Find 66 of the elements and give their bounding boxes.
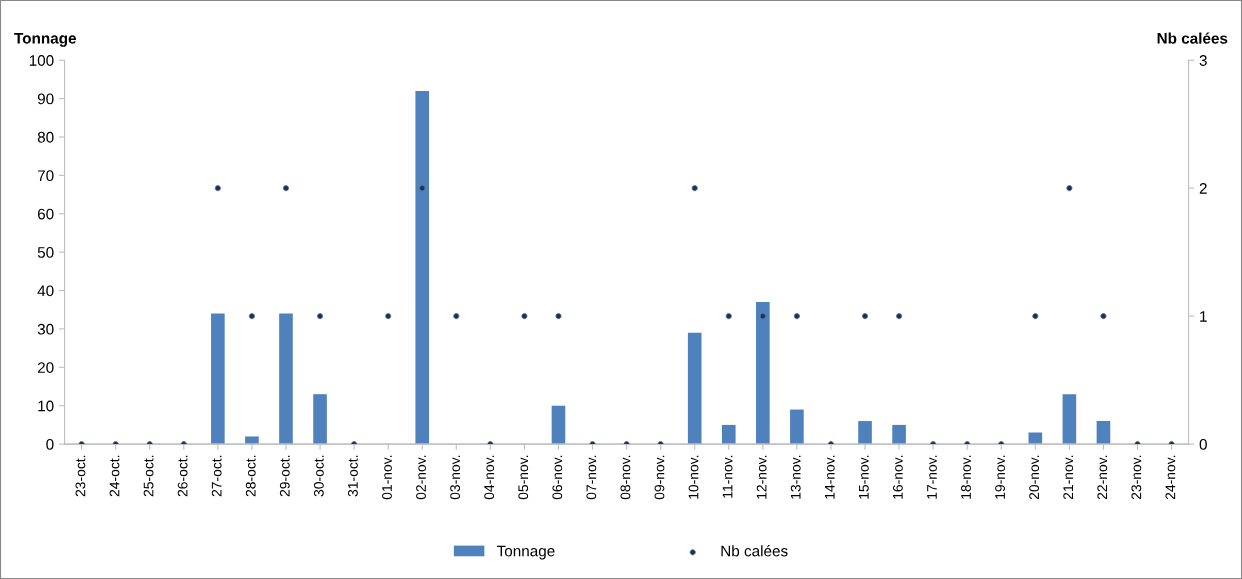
x-tick-label: 20-nov. <box>1029 455 1040 500</box>
y2-axis-title: Nb calées <box>1157 32 1228 44</box>
y-tick-label: 70 <box>37 170 54 182</box>
x-tick-label: 10-nov. <box>688 455 699 499</box>
x-tick-label: 18-nov. <box>961 455 971 499</box>
x-tick-label: 16-nov. <box>892 455 903 499</box>
bar <box>1062 394 1077 445</box>
x-tick-label: 11-nov. <box>722 455 733 498</box>
bar <box>790 409 804 445</box>
y-tick-label: 100 <box>29 55 54 66</box>
x-tick-label: 04-nov. <box>484 455 495 500</box>
y-tick-label: 80 <box>37 131 54 143</box>
bar <box>313 394 327 445</box>
y2-tick-label: 3 <box>1199 55 1207 66</box>
bar <box>756 302 770 445</box>
x-tick-label: 08-nov. <box>620 455 631 500</box>
x-tick-label: 02-nov. <box>416 455 426 500</box>
bar <box>687 332 702 445</box>
y-tick-label: 30 <box>37 323 54 335</box>
x-tick-label: 30-oct. <box>313 455 324 497</box>
bar <box>892 424 906 445</box>
y2-tick-label: 0 <box>1199 438 1207 450</box>
bar <box>279 313 293 445</box>
x-tick-label: 22-nov. <box>1097 455 1108 500</box>
x-tick-label: 28-oct. <box>245 455 256 497</box>
x-tick-label: 29-oct. <box>279 455 290 497</box>
x-tick-label: 27-oct. <box>211 455 222 497</box>
y-tick-label: 40 <box>37 285 54 297</box>
x-tick-label: 25-oct. <box>143 455 154 497</box>
x-tick-label: 05-nov. <box>518 455 529 500</box>
x-tick-label: 09-nov. <box>654 455 665 500</box>
x-tick-label: 13-nov. <box>790 455 801 499</box>
x-tick-label: 07-nov. <box>586 455 597 500</box>
x-tick-label: 06-nov. <box>552 455 563 500</box>
bar <box>551 405 566 445</box>
x-tick-label: 24-oct. <box>109 455 120 497</box>
x-tick-label: 23-nov. <box>1131 455 1142 500</box>
legend-label: Nb calées <box>721 545 788 557</box>
y-tick-label: 0 <box>46 438 54 450</box>
y-axis-title: Tonnage <box>14 33 77 47</box>
x-tick-label: 26-oct. <box>177 455 188 497</box>
y2-tick-label: 2 <box>1199 183 1207 194</box>
bar <box>858 421 872 445</box>
bar <box>415 90 430 445</box>
bar <box>1096 421 1111 445</box>
x-tick-label: 15-nov. <box>859 455 869 499</box>
bar <box>211 313 225 445</box>
y-tick-label: 60 <box>37 208 54 220</box>
legend-label: Tonnage <box>496 545 555 560</box>
bar <box>721 424 736 445</box>
y-tick-label: 20 <box>37 362 54 373</box>
x-tick-label: 21-nov. <box>1063 455 1074 500</box>
x-tick-label: 01-nov. <box>382 455 392 500</box>
x-tick-label: 23-oct. <box>75 455 86 497</box>
x-tick-label: 14-nov. <box>824 455 835 499</box>
x-tick-label: 17-nov. <box>927 455 937 499</box>
y-tick-label: 90 <box>37 93 54 105</box>
bar <box>245 436 259 445</box>
y-tick-label: 10 <box>38 400 54 412</box>
x-tick-label: 03-nov. <box>450 455 461 500</box>
x-tick-label: 19-nov. <box>995 455 1005 499</box>
y-tick-label: 50 <box>37 247 54 258</box>
x-tick-label: 31-oct. <box>347 455 358 497</box>
x-tick-label: 12-nov. <box>756 455 767 499</box>
x-tick-label: 24-nov. <box>1165 455 1176 500</box>
y2-tick-label: 1 <box>1200 311 1207 322</box>
